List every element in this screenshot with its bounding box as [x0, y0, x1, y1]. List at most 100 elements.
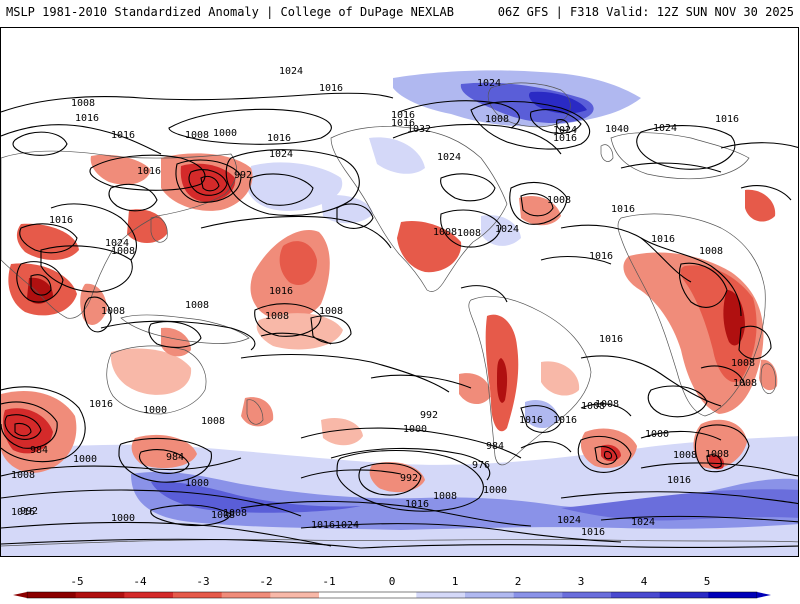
- anomaly-philippines-neg: [161, 327, 191, 357]
- anomaly-andes-core: [497, 358, 508, 403]
- contour-label: 1032: [407, 124, 431, 135]
- contour-label: 1016: [49, 215, 73, 226]
- anomaly-s-america-pos: [525, 400, 559, 429]
- anomaly-australia-neg: [110, 348, 192, 395]
- contour-label: 1000: [213, 128, 237, 139]
- isobar: [1, 538, 362, 549]
- isobar: [4, 414, 42, 440]
- isobar: [138, 449, 190, 474]
- anomaly-atlantic-neg: [519, 196, 561, 226]
- contour-label: 992: [400, 473, 418, 484]
- isobar: [1, 521, 332, 547]
- anomaly-asia-core: [27, 277, 53, 304]
- contour-label: 1008: [547, 195, 571, 206]
- isobar: [640, 462, 798, 477]
- isobar: [108, 183, 158, 212]
- coast-madagascar: [760, 363, 776, 395]
- colorbar: -5 -4 -3 -2 -1 0 1 2 3 4 5: [0, 565, 800, 600]
- colorbar-tick-label: 4: [641, 575, 648, 588]
- contour-label: 1008: [433, 227, 457, 238]
- colorbar-segment: [124, 592, 174, 598]
- isobar: [640, 430, 722, 441]
- contour-label: 1024: [495, 224, 519, 235]
- isobar: [720, 142, 798, 149]
- colorbar-tick-label: -4: [133, 575, 147, 588]
- isobar: [200, 175, 220, 192]
- contour-label: 1016: [553, 133, 577, 144]
- contour-label: 1024: [631, 517, 655, 528]
- isobar: [1, 124, 162, 155]
- isobar: [260, 332, 332, 345]
- coast-uk: [600, 144, 614, 162]
- isobar: [520, 441, 572, 453]
- colorbar-left-arrow: [13, 592, 27, 598]
- anomaly-tasman-neg: [131, 434, 197, 469]
- colorbar-tick-label: -2: [259, 575, 272, 588]
- contour-label: 984: [486, 441, 504, 452]
- anomaly-central-pacific-core: [279, 241, 317, 286]
- isobar: [560, 224, 692, 283]
- anomaly-chile-south: [459, 373, 491, 405]
- contour-label: 1016: [589, 251, 613, 262]
- isobar: [1, 92, 394, 113]
- colorbar-segment: [75, 592, 125, 598]
- colorbar-right-arrow: [757, 592, 771, 598]
- isobar: [336, 450, 484, 512]
- contour-label: 1016: [75, 113, 99, 124]
- contour-label: 1008: [433, 491, 457, 502]
- isobar: [1, 457, 242, 477]
- isobar: [83, 296, 112, 333]
- isobar: [440, 173, 496, 202]
- anomaly-ne-pacific-high-2: [321, 194, 373, 224]
- isobar: [529, 109, 582, 134]
- colorbar-tick-labels: -5 -4 -3 -2 -1 0 1 2 3 4 5: [70, 575, 710, 588]
- contour-label: 1008: [111, 246, 135, 257]
- isobar: [560, 491, 798, 505]
- isobar: [392, 123, 562, 155]
- isobar: [600, 515, 798, 523]
- map-panel: 1024 1016 1008 1016 1016 1008 1000 992 1016 1024 1…: [0, 27, 799, 557]
- contour-label: 1016: [581, 527, 605, 538]
- isobar: [360, 544, 798, 549]
- contour-label: 1008: [185, 300, 209, 311]
- contour-label: 1024: [553, 125, 577, 136]
- anomaly-brazil-neg: [541, 361, 580, 396]
- isobar: [580, 403, 632, 417]
- colorbar-tick-label: 3: [578, 575, 585, 588]
- contour-label: 1008: [11, 470, 35, 481]
- coast-nz: [246, 399, 264, 425]
- colorbar-tick-label: -3: [196, 575, 209, 588]
- isobar: [300, 523, 622, 543]
- contour-label: 1024: [437, 152, 461, 163]
- contour-label: 1008: [457, 228, 481, 239]
- anomaly-indian-ocean: [321, 417, 363, 446]
- isobar: [310, 315, 352, 344]
- isobar: [14, 422, 32, 437]
- contour-label: 1016: [267, 133, 291, 144]
- contour-label: 1024: [335, 520, 359, 531]
- contour-label: 976: [472, 460, 490, 471]
- isobar: [240, 500, 532, 527]
- anomaly-siberia-neg: [127, 209, 168, 243]
- colorbar-segment: [270, 592, 320, 598]
- contour-label: 1040: [605, 124, 629, 135]
- isobar: [370, 374, 472, 389]
- contour-label: 992: [420, 410, 438, 421]
- isobar: [225, 149, 360, 216]
- isobar: [50, 203, 137, 261]
- isobar: [594, 445, 618, 465]
- colorbar-segment: [465, 592, 515, 598]
- isobar-layer: [1, 92, 798, 549]
- isobar: [150, 504, 232, 527]
- isobar: [188, 169, 228, 196]
- isobar: [556, 119, 569, 132]
- colorbar-segment: [367, 592, 417, 598]
- anomaly-southern-ocean-deep: [151, 481, 361, 513]
- isobar: [620, 162, 722, 173]
- isobar: [540, 256, 612, 265]
- contour-label: 1008: [223, 508, 247, 519]
- contour-label: 1000: [483, 485, 507, 496]
- isobar: [678, 262, 728, 308]
- isobar: [300, 427, 522, 459]
